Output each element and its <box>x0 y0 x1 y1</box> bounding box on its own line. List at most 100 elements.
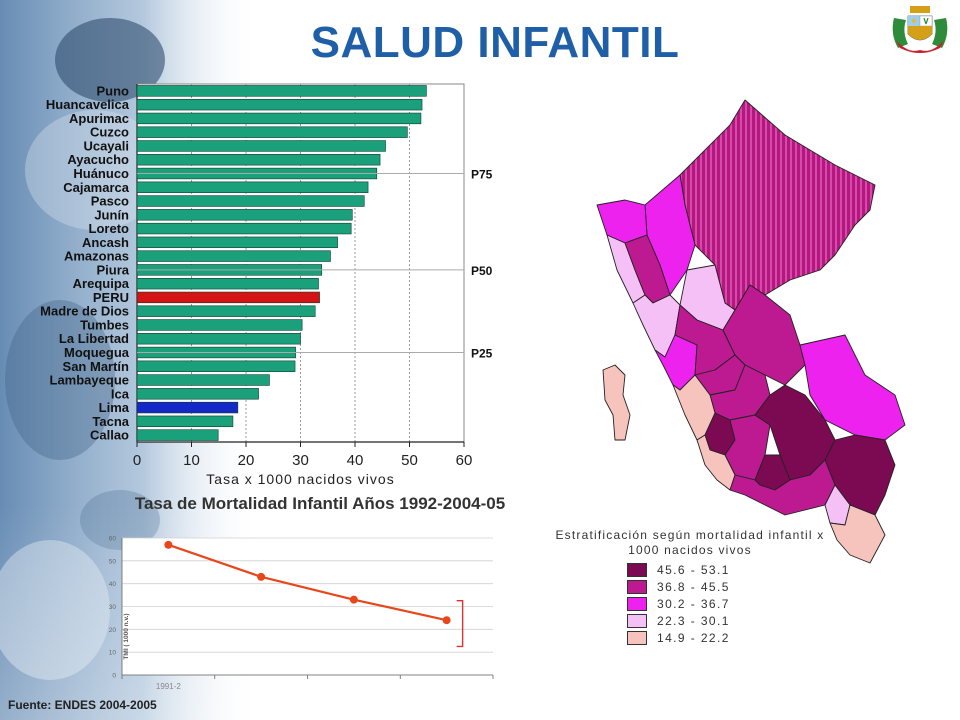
legend-swatch <box>627 563 647 577</box>
legend-item: 14.9 - 22.2 <box>627 630 847 646</box>
category-label: Puno <box>97 83 130 98</box>
category-label: Madre de Dios <box>40 304 129 319</box>
category-label: Moquegua <box>64 345 130 360</box>
bar <box>136 195 365 207</box>
x-tick-label: 30 <box>292 452 309 469</box>
y-tick-label: 50 <box>109 558 117 565</box>
bar <box>136 415 234 428</box>
source-note: Fuente: ENDES 2004-2005 <box>8 698 157 712</box>
category-label: Lima <box>99 400 130 415</box>
legend-swatch <box>627 597 647 611</box>
region-arequipa <box>729 459 836 516</box>
legend-swatch <box>627 631 647 645</box>
legend-label: 30.2 - 36.7 <box>657 597 730 611</box>
x-axis-label: Tasa x 1000 nacidos vivos <box>206 471 394 487</box>
x-tick-label: 20 <box>238 452 255 469</box>
bar <box>136 388 259 400</box>
legend-item: 22.3 - 30.1 <box>627 613 847 629</box>
peru-mortality-map <box>596 99 906 564</box>
category-label: Ica <box>111 386 130 401</box>
category-label: Piura <box>96 262 129 277</box>
data-point <box>349 595 358 604</box>
bar <box>136 401 239 414</box>
category-label: Pasco <box>91 194 129 209</box>
legend-label: 22.3 - 30.1 <box>657 614 730 628</box>
bar <box>136 374 270 386</box>
y-tick-label: 20 <box>109 627 117 634</box>
data-point <box>257 572 266 581</box>
legend-label: 14.9 - 22.2 <box>657 631 730 645</box>
category-label: Tacna <box>92 414 129 429</box>
bar <box>136 360 296 372</box>
category-label: Lambayeque <box>50 373 129 388</box>
category-label: Huancavelica <box>46 97 130 112</box>
bar <box>136 277 319 290</box>
bar <box>136 85 427 97</box>
bar <box>136 126 408 138</box>
percentile-label: P25 <box>471 347 493 361</box>
coat-of-arms-icon <box>892 6 948 53</box>
legend-label: 36.8 - 45.5 <box>657 580 730 594</box>
category-label: Ancash <box>82 235 129 250</box>
map-legend: Estratificación según mortalidad infanti… <box>555 528 855 658</box>
line-chart: 0 10 20 30 40 50 60 1991-2 TMI ( 1000 n.v.) <box>109 536 494 691</box>
category-label: Junín <box>94 207 129 222</box>
bar <box>136 250 331 262</box>
x-tick-label: 60 <box>456 452 473 469</box>
x-tick-label: 0 <box>133 452 141 469</box>
line-chart-title: Tasa de Mortalidad Infantil Años 1992-20… <box>134 494 506 513</box>
y-tick-label: 0 <box>112 673 116 680</box>
y-axis-label: TMI ( 1000 n.v.) <box>123 613 130 659</box>
bar <box>136 181 369 193</box>
percentile-label: P50 <box>471 264 493 278</box>
bar <box>136 209 353 221</box>
x-tick-label: 40 <box>347 452 364 469</box>
category-label: Arequipa <box>73 276 130 291</box>
y-tick-label: 60 <box>109 536 117 543</box>
category-label: PERU <box>93 290 129 305</box>
category-label: Loreto <box>89 221 130 236</box>
legend-title: Estratificación según mortalidad infanti… <box>555 528 825 557</box>
legend-swatch <box>627 614 647 628</box>
bar <box>136 236 338 249</box>
legend-item: 36.8 - 45.5 <box>627 579 847 595</box>
bar-chart: 0 10 20 30 40 50 60 PunoHuancavelicaApurimacCuz… <box>40 83 493 487</box>
legend-item: 45.6 - 53.1 <box>627 562 847 578</box>
category-label: Apurimac <box>69 111 129 126</box>
bar <box>136 429 219 441</box>
legend-label: 45.6 - 53.1 <box>657 563 730 577</box>
category-label: Cuzco <box>90 125 129 140</box>
bar <box>136 333 301 345</box>
legend-swatch <box>627 580 647 594</box>
category-label: Callao <box>90 428 129 443</box>
x-tick-label: 50 <box>401 452 418 469</box>
region-piura <box>596 199 648 244</box>
bar <box>136 291 320 304</box>
y-tick-label: 10 <box>109 650 117 657</box>
region-callao <box>602 364 631 441</box>
x-tick-label: 1991-2 <box>156 682 181 691</box>
category-label: Cajamarca <box>63 180 130 195</box>
bar <box>136 305 316 317</box>
x-tick-label: 10 <box>183 452 200 469</box>
category-label: Ayacucho <box>67 152 129 167</box>
category-label: Amazonas <box>64 249 129 264</box>
percentile-label: P75 <box>471 168 493 182</box>
bar <box>136 222 352 235</box>
data-point <box>442 616 451 625</box>
series-line <box>168 543 447 622</box>
bar <box>136 98 423 111</box>
bar <box>136 140 386 152</box>
data-point <box>164 540 173 549</box>
category-label: San Martín <box>63 359 130 374</box>
category-label: Ucayali <box>83 138 129 153</box>
page-title: SALUD INFANTIL <box>310 18 680 67</box>
category-label: Tumbes <box>80 317 129 332</box>
legend-item: 30.2 - 36.7 <box>627 596 847 612</box>
bar <box>136 154 381 166</box>
bracket-annotation <box>456 599 464 648</box>
y-tick-label: 30 <box>109 604 117 611</box>
bar <box>136 319 303 331</box>
category-label: La Libertad <box>59 331 129 346</box>
category-label: Huánuco <box>73 166 129 181</box>
